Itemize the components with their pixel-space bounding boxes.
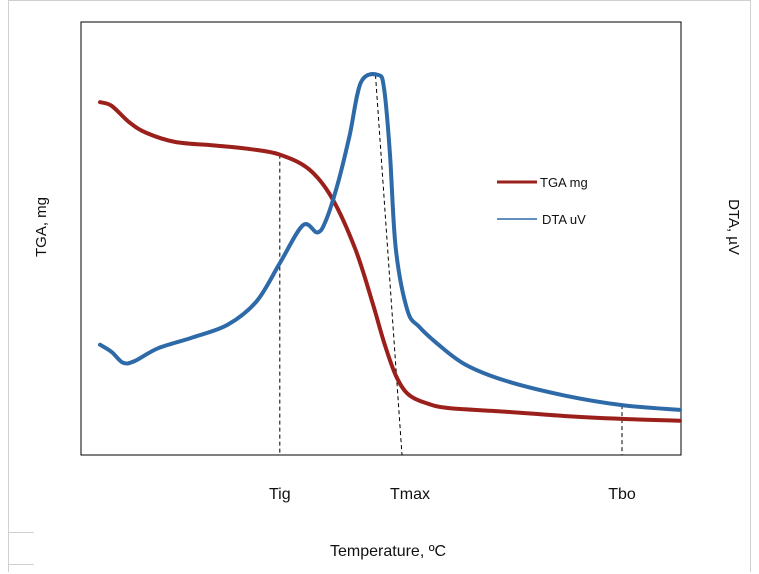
- x-tick-label-tbo: Tbo: [608, 486, 636, 503]
- reference-lines: [279, 74, 623, 456]
- left-margin-tick: [8, 564, 34, 565]
- left-margin-tick: [8, 532, 34, 533]
- series-line-dta: [98, 72, 682, 412]
- dashed-line-tmax: [375, 74, 403, 456]
- figure-frame: [8, 0, 751, 572]
- y-axis-label-left: TGA, mg: [33, 197, 50, 257]
- x-tick-label-tig: Tig: [269, 486, 291, 503]
- plot-area-border: [80, 21, 682, 456]
- x-tick-labels: Tig Tmax Tbo: [269, 486, 636, 503]
- y-axis-label-right: DTA, µV: [725, 199, 742, 255]
- legend-label-dta: DTA uV: [542, 212, 586, 227]
- x-tick-label-tmax: Tmax: [390, 486, 430, 503]
- series-lines: [98, 72, 682, 423]
- x-axis-label: Temperature, ºC: [330, 543, 446, 560]
- series-line-tga: [98, 100, 682, 423]
- legend-label-tga: TGA mg: [540, 175, 588, 190]
- legend: TGA mg DTA uV: [497, 175, 588, 227]
